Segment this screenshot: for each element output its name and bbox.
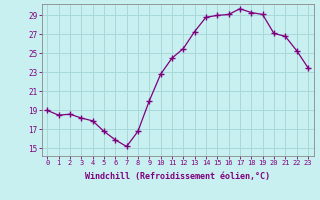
X-axis label: Windchill (Refroidissement éolien,°C): Windchill (Refroidissement éolien,°C) [85,172,270,181]
